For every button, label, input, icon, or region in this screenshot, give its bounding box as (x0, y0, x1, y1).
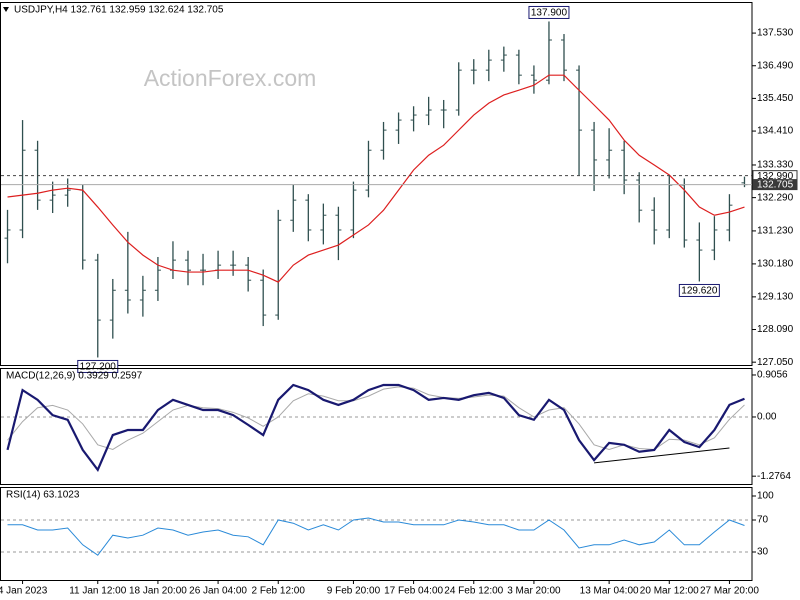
panel-title: MACD(12,26,9) 0.3929 0.2597 (6, 371, 143, 382)
price-label: 132.705 (757, 180, 794, 191)
y-tick-label: 0.9056 (757, 370, 788, 381)
annotation-label: 127.200 (80, 362, 117, 373)
annotation-box (678, 283, 720, 297)
price-label-box (752, 179, 798, 191)
y-tick-label: 137.530 (757, 28, 794, 39)
price-label: 132.990 (757, 171, 794, 182)
annotation-label: 129.620 (681, 286, 718, 297)
x-tick-label: 17 Feb 04:00 (384, 586, 443, 597)
x-tick-label: 11 Jan 12:00 (69, 586, 127, 597)
annotation-box (528, 5, 570, 19)
series-line (7, 74, 745, 283)
annotation-box (77, 359, 119, 373)
y-tick-label: 135.450 (757, 93, 794, 104)
menu-triangle (3, 7, 9, 12)
y-tick-label: 130.180 (757, 259, 794, 270)
panel-frame (0, 368, 753, 485)
x-tick-label: 20 Mar 12:00 (640, 586, 699, 597)
y-tick-label: 100 (757, 491, 774, 502)
annotation-label: 137.900 (531, 8, 568, 19)
x-tick-label: 26 Jan 04:00 (189, 586, 247, 597)
series-line (6, 383, 745, 473)
y-tick-label: 0.00 (757, 412, 777, 423)
y-tick-label: -1.2764 (757, 471, 791, 482)
watermark: ActionForex.com (144, 65, 317, 91)
y-tick-label: 30 (757, 547, 769, 558)
y-tick-label: 136.490 (757, 60, 794, 71)
panel-frame (0, 2, 753, 366)
panel-title: RSI(14) 63.1023 (6, 490, 80, 501)
y-tick-label: 133.330 (757, 160, 794, 171)
panel-frame (0, 487, 753, 581)
y-tick-label: 128.090 (757, 324, 794, 335)
x-tick-label: 27 Mar 20:00 (700, 586, 759, 597)
y-tick-label: 131.230 (757, 226, 794, 237)
x-tick-label: 18 Jan 20:00 (129, 586, 187, 597)
trendline (594, 447, 730, 464)
x-tick-label: 13 Mar 04:00 (580, 586, 639, 597)
panel-title: USDJPY,H4 132.761 132.959 132.624 132.70… (14, 5, 224, 16)
y-tick-label: 132.290 (757, 192, 794, 203)
y-tick-label: 134.410 (757, 126, 794, 137)
x-tick-label: 9 Feb 20:00 (327, 586, 381, 597)
x-tick-label: 3 Mar 20:00 (507, 586, 561, 597)
y-tick-label: 70 (757, 515, 769, 526)
x-tick-label: 2 Feb 12:00 (252, 586, 306, 597)
series-line (7, 517, 745, 556)
x-tick-label: 4 Jan 2023 (0, 586, 48, 597)
x-tick-label: 24 Feb 12:00 (444, 586, 503, 597)
y-tick-label: 129.130 (757, 291, 794, 302)
y-tick-label: 127.050 (757, 357, 794, 368)
